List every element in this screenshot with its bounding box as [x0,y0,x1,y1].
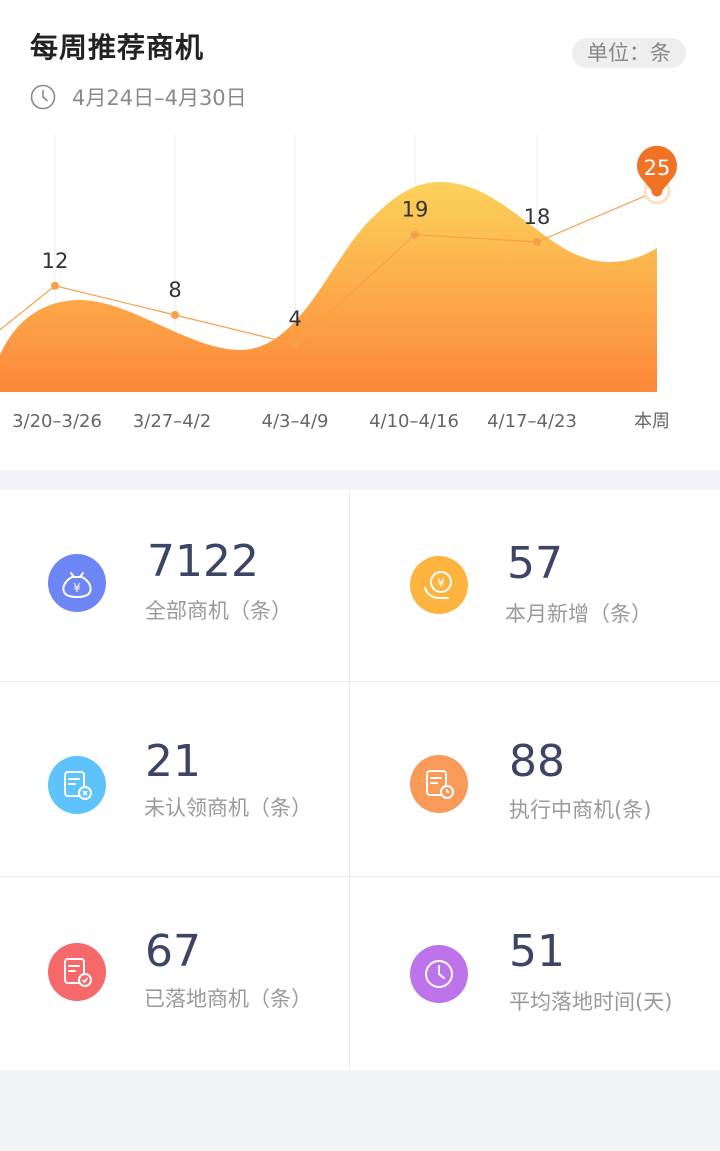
coin-hand-icon: ¥ [410,556,468,614]
chart-value-label: 12 [42,249,69,273]
chart-point[interactable] [171,311,179,319]
chart-pin-value-label: 25 [644,156,671,180]
weekly-opportunities-chart: 12 3/20–3/26 8 3/27–4/2 4 4/3–4/9 19 4/10–4/16 1… [0,135,677,432]
stat-label: 未认领商机（条） [144,796,312,820]
stats-grid: ¥7122 全部商机（条） ¥57 本月新增（条） 21 未认领商机（条） 88 执行中商机(… [0,490,720,1070]
chart-point[interactable] [533,238,541,246]
svg-text:¥: ¥ [73,581,81,595]
chart-value-label: 8 [168,278,181,302]
chart-point[interactable] [411,230,419,239]
chart-category-label: 本周 [634,411,670,432]
chart-category-label: 4/3–4/9 [262,411,329,432]
chart-category-label: 3/27–4/2 [133,411,211,432]
chart-pin-marker [637,145,677,197]
stat-label: 平均落地时间(天) [509,990,673,1014]
chart-value-label: 18 [524,205,551,229]
document-cancel-icon [48,756,106,814]
chart-category-label: 4/10–4/16 [369,411,459,432]
document-clock-icon [410,755,468,813]
chart-category-label: 3/20–3/26 [12,411,102,432]
page-title: 每周推荐商机 [30,31,205,64]
document-check-icon [48,943,106,1001]
date-range: 4月24日–4月30日 [30,82,247,112]
chart-point[interactable] [51,281,59,290]
stats-divider-vertical [349,490,350,1070]
stats-divider-horizontal [0,876,720,877]
stat-label: 本月新增（条） [505,602,652,626]
chart-area [0,182,657,392]
stat-label: 全部商机（条） [145,599,292,623]
chart-point[interactable] [291,340,299,349]
stats-divider-horizontal [0,681,720,682]
stat-value: 57 [507,538,563,589]
stat-value: 7122 [147,536,259,587]
svg-text:¥: ¥ [437,576,445,590]
stat-value: 88 [509,736,565,787]
money-bag-icon: ¥ [48,554,106,612]
chart-value-label: 4 [288,307,301,331]
clock-icon [410,945,468,1003]
date-range-text: 4月24日–4月30日 [72,86,247,110]
stat-label: 已落地商机（条） [144,987,312,1011]
chart-category-label: 4/17–4/23 [487,411,577,432]
clock-icon [30,84,56,110]
stat-value: 51 [509,926,565,977]
chart-value-label: 19 [402,198,429,222]
stat-label: 执行中商机(条) [509,798,652,822]
stat-value: 67 [145,926,201,977]
weekly-chart-card: 每周推荐商机 单位：条 4月24日–4月30日 12 3/20–3/26 8 3/27… [0,0,720,470]
stat-value: 21 [145,736,201,787]
unit-badge: 单位：条 [572,38,686,68]
